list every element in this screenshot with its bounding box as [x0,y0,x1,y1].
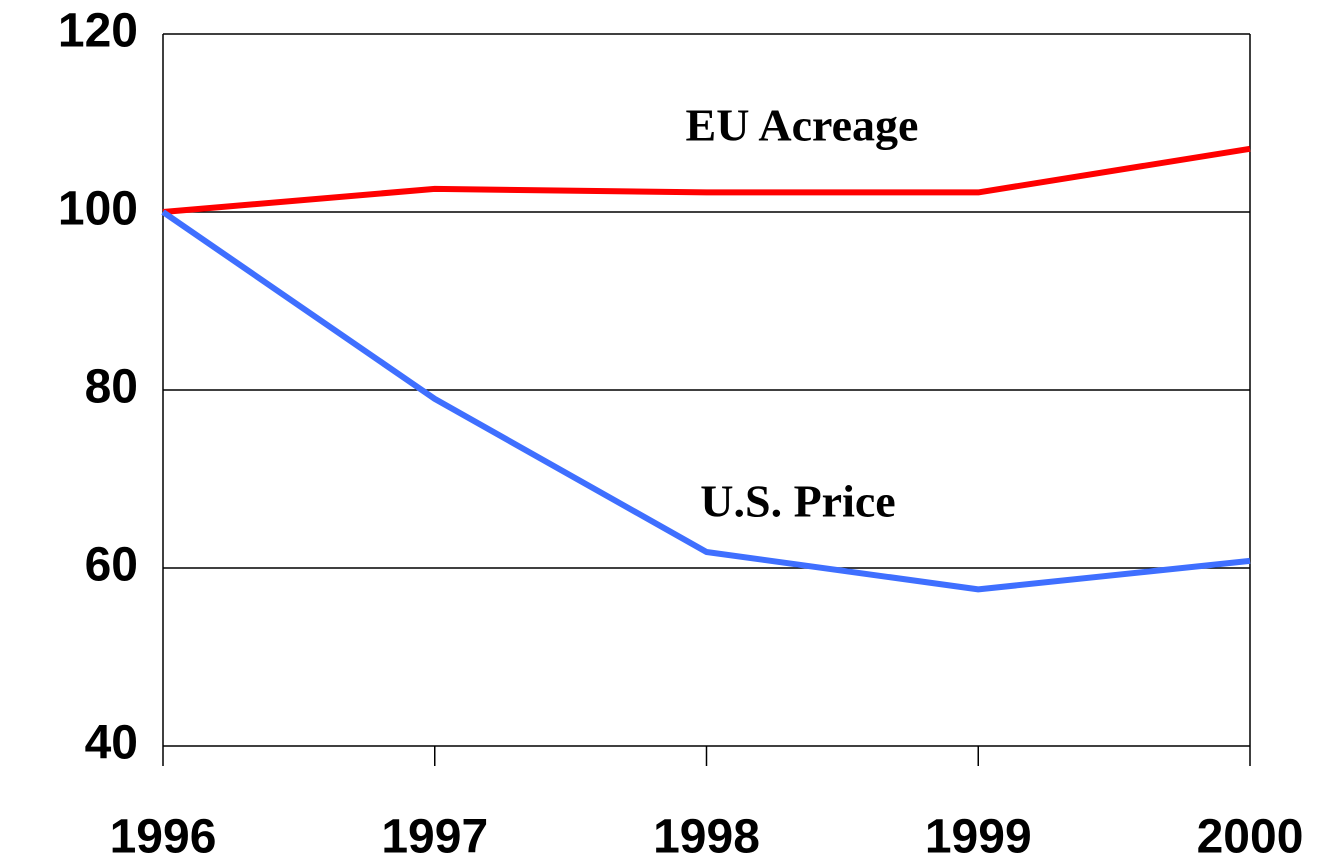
series-label: EU Acreage [686,100,919,151]
x-tick-label: 2000 [1197,811,1304,864]
series-line [162,145,1251,215]
series-label: U.S. Price [700,476,895,527]
y-tick-label: 40 [85,717,138,770]
y-tick-label: 120 [58,5,138,58]
series-line [161,209,1251,593]
y-tick-label: 80 [85,361,138,414]
x-tick-label: 1998 [653,811,760,864]
y-tick-label: 100 [58,183,138,236]
x-tick-label: 1996 [110,811,217,864]
x-tick-label: 1999 [925,811,1032,864]
x-tick-label: 1997 [381,811,488,864]
y-tick-label: 60 [85,539,138,592]
